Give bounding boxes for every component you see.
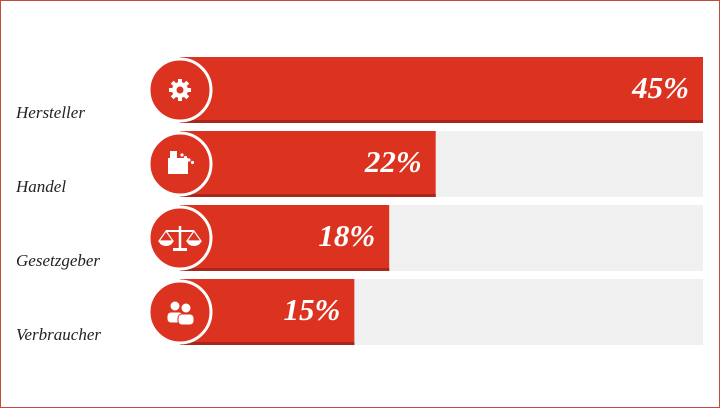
- bar-shadow: [180, 342, 355, 345]
- icon: [147, 205, 213, 271]
- icon: [147, 131, 213, 197]
- bar: [180, 205, 390, 271]
- icon-part: [180, 302, 192, 314]
- value-label: 45%: [631, 70, 689, 105]
- rows: 45% Hersteller 22% Handel 18% Gesetzgeber 15% V…: [15, 57, 703, 345]
- icon-part: [159, 241, 173, 246]
- category-label: Gesetzgeber: [16, 251, 100, 270]
- icon-part: [169, 300, 181, 312]
- icon-part: [176, 86, 184, 94]
- icon-part: [190, 160, 195, 165]
- icon-part: [168, 158, 188, 174]
- value-label: 15%: [284, 292, 341, 327]
- icon-part: [187, 158, 191, 162]
- icon: [147, 279, 213, 345]
- category-label: Handel: [15, 177, 66, 196]
- bar-shadow: [180, 194, 436, 197]
- icon-part: [170, 151, 177, 158]
- bar-shadow: [180, 268, 390, 271]
- bar: [180, 131, 436, 197]
- icon-part: [187, 241, 201, 246]
- category-label: Verbraucher: [16, 325, 101, 344]
- value-label: 18%: [318, 218, 375, 253]
- icon: [147, 57, 213, 123]
- icon-part: [183, 155, 188, 160]
- icon-part: [177, 313, 195, 326]
- bar: [180, 57, 703, 123]
- category-label: Hersteller: [15, 103, 85, 122]
- icon-part: [173, 248, 187, 251]
- value-label: 22%: [364, 144, 422, 179]
- icon-part: [180, 153, 184, 157]
- bar-shadow: [180, 120, 703, 123]
